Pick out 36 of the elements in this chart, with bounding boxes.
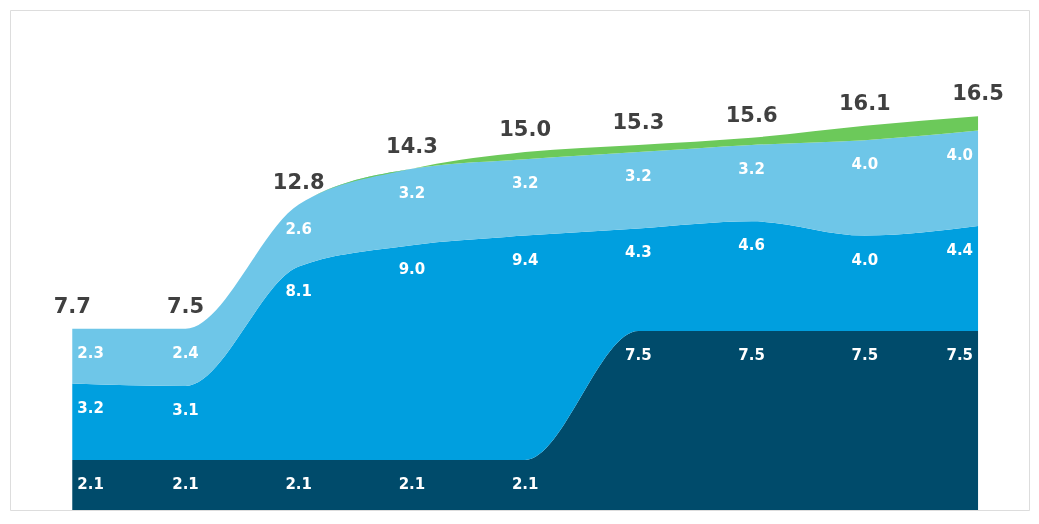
data-label: 9.4 [511,250,539,269]
data-label: 2.1 [172,474,199,493]
data-label: 4.4 [946,241,974,260]
data-label: 3.2 [398,183,426,202]
total-label: 15.6 [725,102,778,127]
total-label: 15.3 [612,109,665,134]
data-label: 2.4 [172,343,199,362]
total-label: 16.1 [838,90,891,115]
data-label: 8.1 [285,281,313,300]
data-label: 4.3 [625,243,652,262]
data-label: 2.1 [511,474,539,493]
data-label: 2.3 [77,343,104,362]
total-label: 15.0 [499,117,552,142]
data-label: 3.2 [77,398,104,417]
data-label: 7.5 [946,346,974,365]
total-label: 12.8 [272,169,325,194]
total-label: 7.5 [166,293,205,318]
data-label: 3.1 [172,400,199,419]
total-label: 14.3 [386,133,438,158]
data-label: 3.2 [511,174,539,193]
data-label: 2.1 [398,474,426,493]
data-label: 9.0 [398,260,426,279]
data-label: 7.5 [625,346,652,365]
data-label: 4.0 [851,250,879,269]
data-label: 7.5 [851,346,879,365]
data-label: 2.1 [77,474,104,493]
total-label: 7.7 [53,293,91,318]
data-label: 2.6 [285,219,313,238]
data-label: 3.2 [625,167,652,186]
data-label: 4.6 [738,236,765,255]
data-label: 7.5 [738,346,765,365]
data-label: 4.0 [851,155,879,174]
data-label: 4.0 [946,145,974,164]
data-label: 2.1 [285,474,313,493]
data-label: 3.2 [738,159,765,178]
total-label: 16.5 [952,81,1004,106]
